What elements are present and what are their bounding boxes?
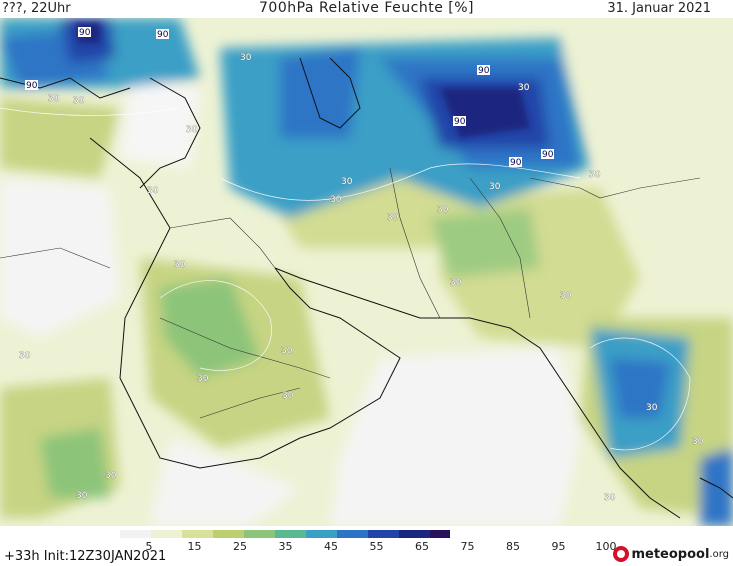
coastlines bbox=[0, 57, 733, 519]
svg-text:90: 90 bbox=[478, 66, 490, 76]
colorbar-swatch bbox=[368, 530, 399, 538]
colorbar bbox=[120, 530, 450, 538]
svg-text:90: 90 bbox=[510, 158, 522, 168]
contour-label: 30 bbox=[341, 177, 353, 187]
contour-label: 30 bbox=[518, 83, 530, 93]
contour-label: 90 bbox=[509, 157, 522, 168]
contour-label: 30 bbox=[330, 195, 342, 205]
contour-label: 30 bbox=[646, 403, 658, 413]
contour-label: 90 bbox=[453, 116, 466, 127]
contour-label: 30 bbox=[105, 471, 117, 481]
svg-text:90: 90 bbox=[542, 150, 554, 160]
logo-tld: .org bbox=[709, 548, 729, 560]
contour-label: 30 bbox=[560, 291, 572, 301]
colorbar-swatch bbox=[213, 530, 244, 538]
colorbar-tick-label: 25 bbox=[233, 540, 247, 553]
colorbar-tick-label: 45 bbox=[324, 540, 338, 553]
contour-label: 30 bbox=[692, 437, 704, 447]
contour-label: 90 bbox=[78, 27, 91, 38]
colorbar-tick-label: 5 bbox=[145, 540, 153, 553]
contour-label: 30 bbox=[589, 170, 601, 180]
contour-label: 90 bbox=[541, 149, 554, 160]
colorbar-swatch bbox=[151, 530, 182, 538]
contour-lines bbox=[0, 107, 691, 451]
contour-label: 30 bbox=[147, 186, 159, 196]
contour-label: 30 bbox=[450, 278, 462, 288]
humidity-field bbox=[0, 18, 733, 526]
svg-text:90: 90 bbox=[79, 28, 91, 38]
colorbar-tick-label: 85 bbox=[506, 540, 520, 553]
contour-label: 30 bbox=[76, 491, 88, 501]
contour-label: 90 bbox=[156, 29, 169, 40]
colorbar-tick-label: 35 bbox=[278, 540, 293, 553]
colorbar-ticks: 5 15 25 35 45 55 65 75 85 95 100 bbox=[0, 540, 733, 554]
map-footer: 5 15 25 35 45 55 65 75 85 95 100 +33h Init:12Z30JA… bbox=[0, 526, 733, 566]
contour-label: 30 bbox=[19, 351, 31, 361]
contour-label: 30 bbox=[240, 53, 252, 63]
map-header: ???, 22Uhr 700hPa Relative Feuchte [%] 3… bbox=[0, 0, 733, 18]
contour-label: 90 bbox=[25, 80, 38, 91]
contour-label: 30 bbox=[73, 96, 85, 106]
init-time-label: +33h Init:12Z30JAN2021 bbox=[4, 549, 167, 564]
svg-text:90: 90 bbox=[454, 117, 466, 127]
meteopool-logo[interactable]: meteopool .org bbox=[613, 546, 729, 562]
colorbar-swatch bbox=[275, 530, 306, 538]
colorbar-swatch bbox=[337, 530, 368, 538]
contour-label: 30 bbox=[281, 346, 293, 356]
map-title: 700hPa Relative Feuchte [%] bbox=[259, 0, 474, 16]
contour-label: 30 bbox=[437, 205, 449, 215]
colorbar-tick-label: 65 bbox=[415, 540, 429, 553]
contour-label: 30 bbox=[197, 374, 209, 384]
colorbar-swatch bbox=[120, 530, 151, 538]
colorbar-swatch bbox=[244, 530, 275, 538]
colorbar-tick-label: 100 bbox=[595, 540, 617, 553]
contour-label: 30 bbox=[48, 94, 60, 104]
colorbar-tick-label: 75 bbox=[460, 540, 475, 553]
valid-date-label: 31. Januar 2021 bbox=[607, 1, 711, 16]
logo-text: meteopool bbox=[631, 546, 710, 562]
map-canvas: 90 90 90 90 90 90 90 30 30 30 30 30 30 3… bbox=[0, 18, 733, 526]
svg-text:90: 90 bbox=[157, 30, 169, 40]
colorbar-swatch bbox=[182, 530, 213, 538]
contour-label: 30 bbox=[186, 125, 198, 135]
svg-text:90: 90 bbox=[26, 81, 38, 91]
contour-labels-30: 30 30 30 30 30 30 30 30 30 30 30 30 30 3… bbox=[19, 53, 704, 504]
contour-label: 30 bbox=[174, 260, 186, 270]
colorbar-tick-label: 15 bbox=[187, 540, 202, 553]
colorbar-tick-label: 55 bbox=[369, 540, 384, 553]
contour-label: 30 bbox=[282, 391, 294, 401]
contour-labels-90: 90 90 90 90 90 90 90 bbox=[25, 27, 554, 168]
contour-label: 90 bbox=[477, 65, 490, 76]
contour-label: 30 bbox=[489, 182, 501, 192]
valid-time-label: ???, 22Uhr bbox=[2, 1, 71, 16]
contour-label: 30 bbox=[604, 493, 616, 503]
borders bbox=[0, 167, 701, 419]
contour-label: 30 bbox=[387, 213, 399, 223]
colorbar-swatch bbox=[430, 530, 450, 538]
colorbar-swatch bbox=[306, 530, 337, 538]
colorbar-tick-label: 95 bbox=[551, 540, 566, 553]
colorbar-swatch bbox=[399, 530, 430, 538]
humidity-map: 90 90 90 90 90 90 90 30 30 30 30 30 30 3… bbox=[0, 18, 733, 526]
meteopool-logo-icon bbox=[613, 546, 630, 562]
